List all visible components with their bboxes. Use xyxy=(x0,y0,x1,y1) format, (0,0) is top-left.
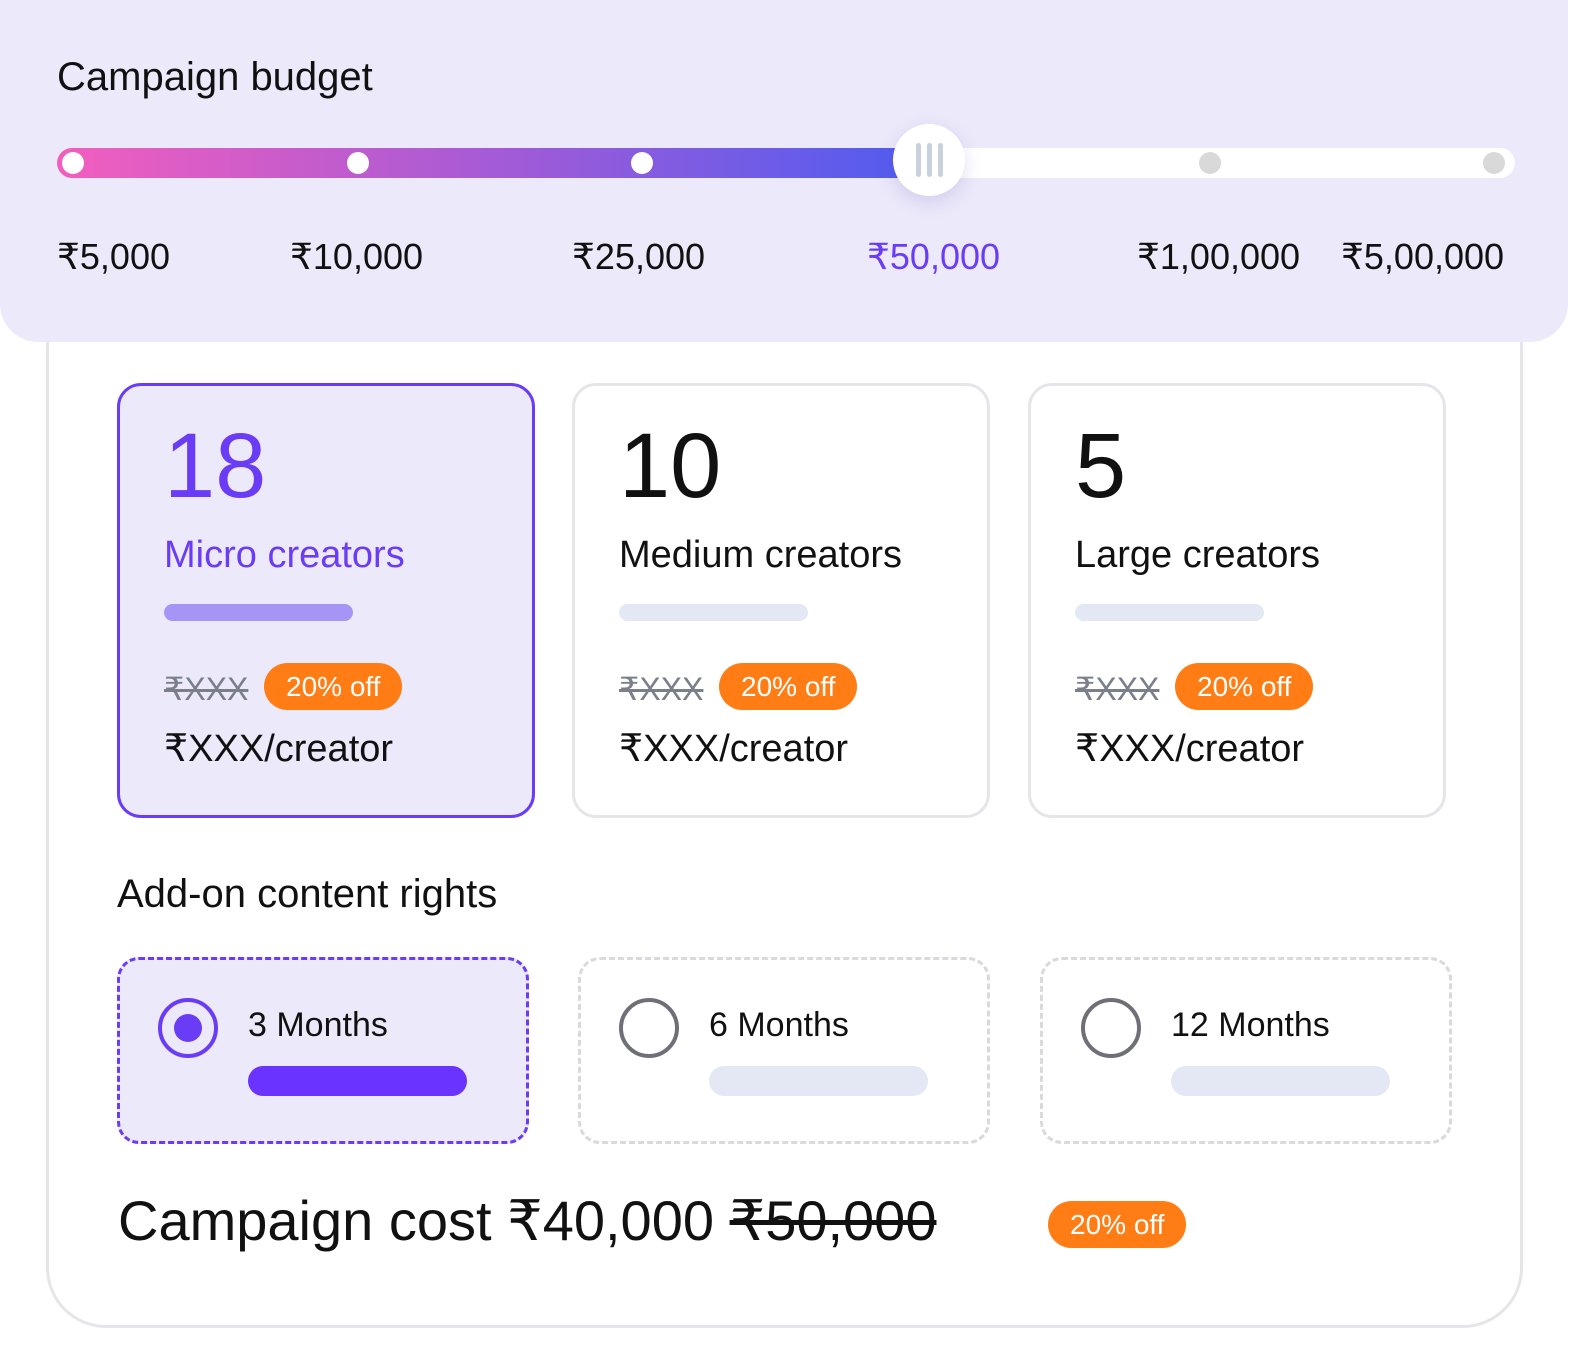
creator-count: 10 xyxy=(619,415,722,517)
option-label: 12 Months xyxy=(1171,1006,1330,1044)
addon-title: Add-on content rights xyxy=(117,872,498,916)
slider-stop[interactable] xyxy=(1483,152,1505,174)
campaign-cost: Campaign cost ₹40,000 ₹50,000 xyxy=(118,1188,936,1254)
old-price: ₹XXX xyxy=(1075,671,1160,707)
tier-card-medium[interactable]: 10 Medium creators ₹XXX 20% off ₹XXX/cre… xyxy=(572,383,990,818)
stop-label[interactable]: ₹25,000 xyxy=(572,236,706,277)
price-per-creator: ₹XXX/creator xyxy=(619,728,849,770)
option-label: 3 Months xyxy=(248,1006,388,1044)
tier-label: Large creators xyxy=(1075,534,1321,576)
discount-badge: 20% off xyxy=(719,663,858,710)
radio-selected[interactable] xyxy=(158,998,218,1058)
slider-stop[interactable] xyxy=(1199,152,1221,174)
discount-badge: 20% off xyxy=(264,663,403,710)
price-per-creator: ₹XXX/creator xyxy=(1075,728,1305,770)
addon-option-6-months[interactable]: 6 Months xyxy=(578,957,990,1144)
slider-stop[interactable] xyxy=(347,152,369,174)
placeholder-bar xyxy=(709,1066,928,1096)
placeholder-bar xyxy=(619,604,808,621)
slider-stop[interactable] xyxy=(631,152,653,174)
tier-label: Micro creators xyxy=(164,534,405,576)
discount-badge: 20% off xyxy=(1175,663,1314,710)
cost-label: Campaign cost xyxy=(118,1189,492,1252)
placeholder-bar xyxy=(248,1066,467,1096)
stop-label-selected[interactable]: ₹50,000 xyxy=(867,236,1001,277)
cost-old-price: ₹50,000 xyxy=(729,1189,937,1252)
slider-thumb-grip-icon[interactable] xyxy=(893,124,965,196)
stop-label[interactable]: ₹1,00,000 xyxy=(1137,236,1301,277)
slider-stop[interactable] xyxy=(62,152,84,174)
tier-label: Medium creators xyxy=(619,534,902,576)
cost-price: ₹40,000 xyxy=(507,1189,714,1252)
addon-option-3-months[interactable]: 3 Months xyxy=(117,957,529,1144)
budget-slider-track[interactable] xyxy=(57,148,1515,178)
budget-slider-fill xyxy=(57,148,927,178)
placeholder-bar xyxy=(1075,604,1264,621)
stop-label[interactable]: ₹5,000 xyxy=(57,236,170,277)
addon-option-12-months[interactable]: 12 Months xyxy=(1040,957,1452,1144)
cost-discount-badge: 20% off xyxy=(1048,1201,1187,1248)
option-label: 6 Months xyxy=(709,1006,849,1044)
radio[interactable] xyxy=(619,998,679,1058)
placeholder-bar xyxy=(1171,1066,1390,1096)
placeholder-bar xyxy=(164,604,353,621)
old-price: ₹XXX xyxy=(619,671,704,707)
stop-label[interactable]: ₹5,00,000 xyxy=(1341,236,1505,277)
budget-title: Campaign budget xyxy=(57,55,373,99)
budget-panel: Campaign budget ₹5,000 ₹10,000 ₹25,000 ₹… xyxy=(0,0,1568,342)
old-price: ₹XXX xyxy=(164,671,249,707)
creator-count: 18 xyxy=(164,415,267,517)
tier-card-large[interactable]: 5 Large creators ₹XXX 20% off ₹XXX/creat… xyxy=(1028,383,1446,818)
creator-count: 5 xyxy=(1075,415,1127,517)
tier-card-micro[interactable]: 18 Micro creators ₹XXX 20% off ₹XXX/crea… xyxy=(117,383,535,818)
stop-label[interactable]: ₹10,000 xyxy=(290,236,424,277)
radio[interactable] xyxy=(1081,998,1141,1058)
price-per-creator: ₹XXX/creator xyxy=(164,728,394,770)
